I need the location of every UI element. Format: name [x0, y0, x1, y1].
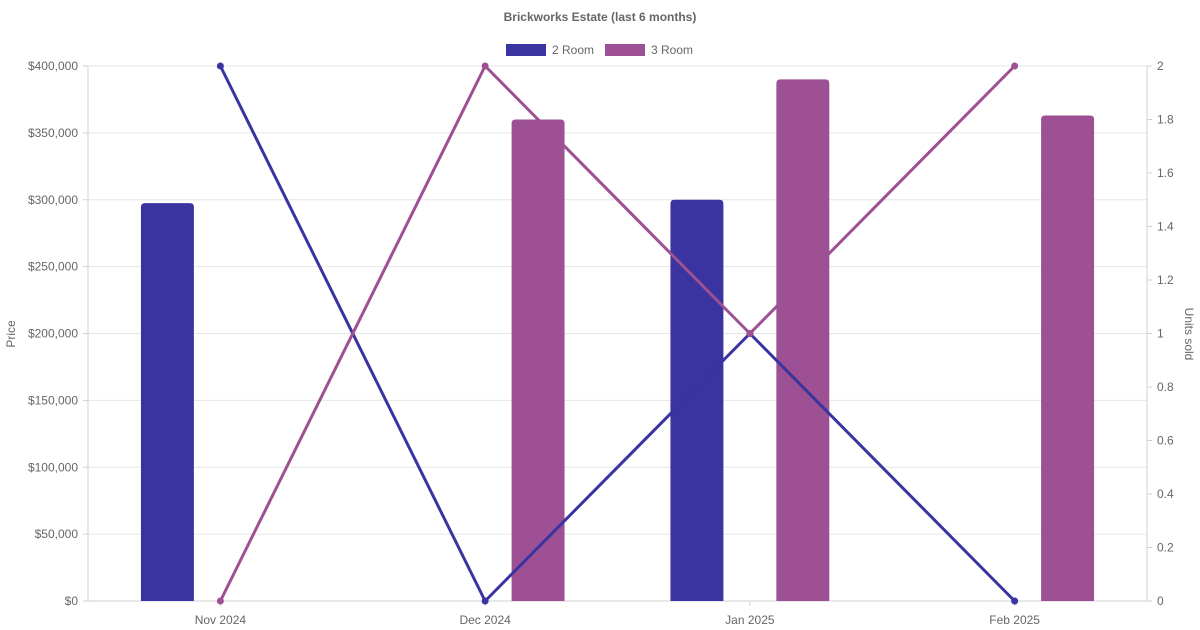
y-right-tick-label: 0.2 [1157, 541, 1174, 555]
gridlines [88, 65, 1147, 602]
y-right-tick-label: 0.6 [1157, 434, 1174, 448]
bar-2-room [140, 203, 194, 601]
y-left-tick-label: $50,000 [35, 527, 79, 541]
legend-swatch-3-room [605, 44, 645, 56]
point-3-room-units [1011, 62, 1019, 70]
y-right-tick-label: 2 [1157, 59, 1164, 73]
y-right-tick-label: 1.6 [1157, 166, 1174, 180]
point-3-room-units [216, 597, 224, 605]
bar-3-room [1041, 115, 1095, 602]
points [216, 62, 1019, 605]
line-3-room-units [218, 64, 1017, 603]
axes: $0 $50,000 $100,000 $150,000 $200,000 $250,00… [28, 59, 1174, 627]
lines [218, 64, 1017, 603]
y-right-tick-label: 0.4 [1157, 487, 1174, 501]
bar-2-room [670, 199, 724, 601]
y-right-tick-label: 1.8 [1157, 113, 1174, 127]
point-3-room-units [746, 330, 754, 337]
y-right-tick-label: 0.8 [1157, 380, 1174, 394]
y-right-tick-label: 0 [1157, 594, 1164, 608]
y-left-tick-label: $300,000 [28, 193, 78, 207]
bars [140, 79, 1095, 602]
point-2-room-units [1011, 597, 1019, 605]
point-2-room-units [216, 62, 224, 70]
legend-label-2-room: 2 Room [552, 43, 594, 57]
legend-item-3-room[interactable]: 3 Room [605, 43, 693, 57]
x-tick-label: Jan 2025 [725, 613, 775, 627]
y-left-tick-label: $400,000 [28, 59, 78, 73]
chart-title: Brickworks Estate (last 6 months) [504, 10, 697, 24]
point-2-room-units [481, 597, 489, 605]
x-tick-label: Nov 2024 [195, 613, 247, 627]
legend-label-3-room: 3 Room [651, 43, 693, 57]
bar-3-room [776, 79, 830, 601]
legend: 2 Room 3 Room [506, 43, 693, 57]
x-tick-label: Dec 2024 [459, 613, 511, 627]
y-left-tick-label: $200,000 [28, 327, 78, 341]
bar-3-room [511, 119, 565, 601]
legend-item-2-room[interactable]: 2 Room [506, 43, 594, 57]
legend-swatch-2-room [506, 44, 546, 56]
y-left-tick-label: $0 [65, 594, 79, 608]
y-right-tick-label: 1 [1157, 327, 1164, 341]
y-left-tick-label: $350,000 [28, 126, 78, 140]
y-right-axis-title: Units sold [1182, 308, 1196, 361]
point-3-room-units [481, 62, 489, 70]
y-left-tick-label: $150,000 [28, 393, 78, 407]
y-left-tick-label: $250,000 [28, 260, 78, 274]
y-left-axis-title: Price [4, 320, 18, 348]
x-tick-label: Feb 2025 [989, 613, 1040, 627]
y-right-tick-label: 1.2 [1157, 273, 1174, 287]
y-left-tick-label: $100,000 [28, 460, 78, 474]
y-right-tick-label: 1.4 [1157, 220, 1174, 234]
